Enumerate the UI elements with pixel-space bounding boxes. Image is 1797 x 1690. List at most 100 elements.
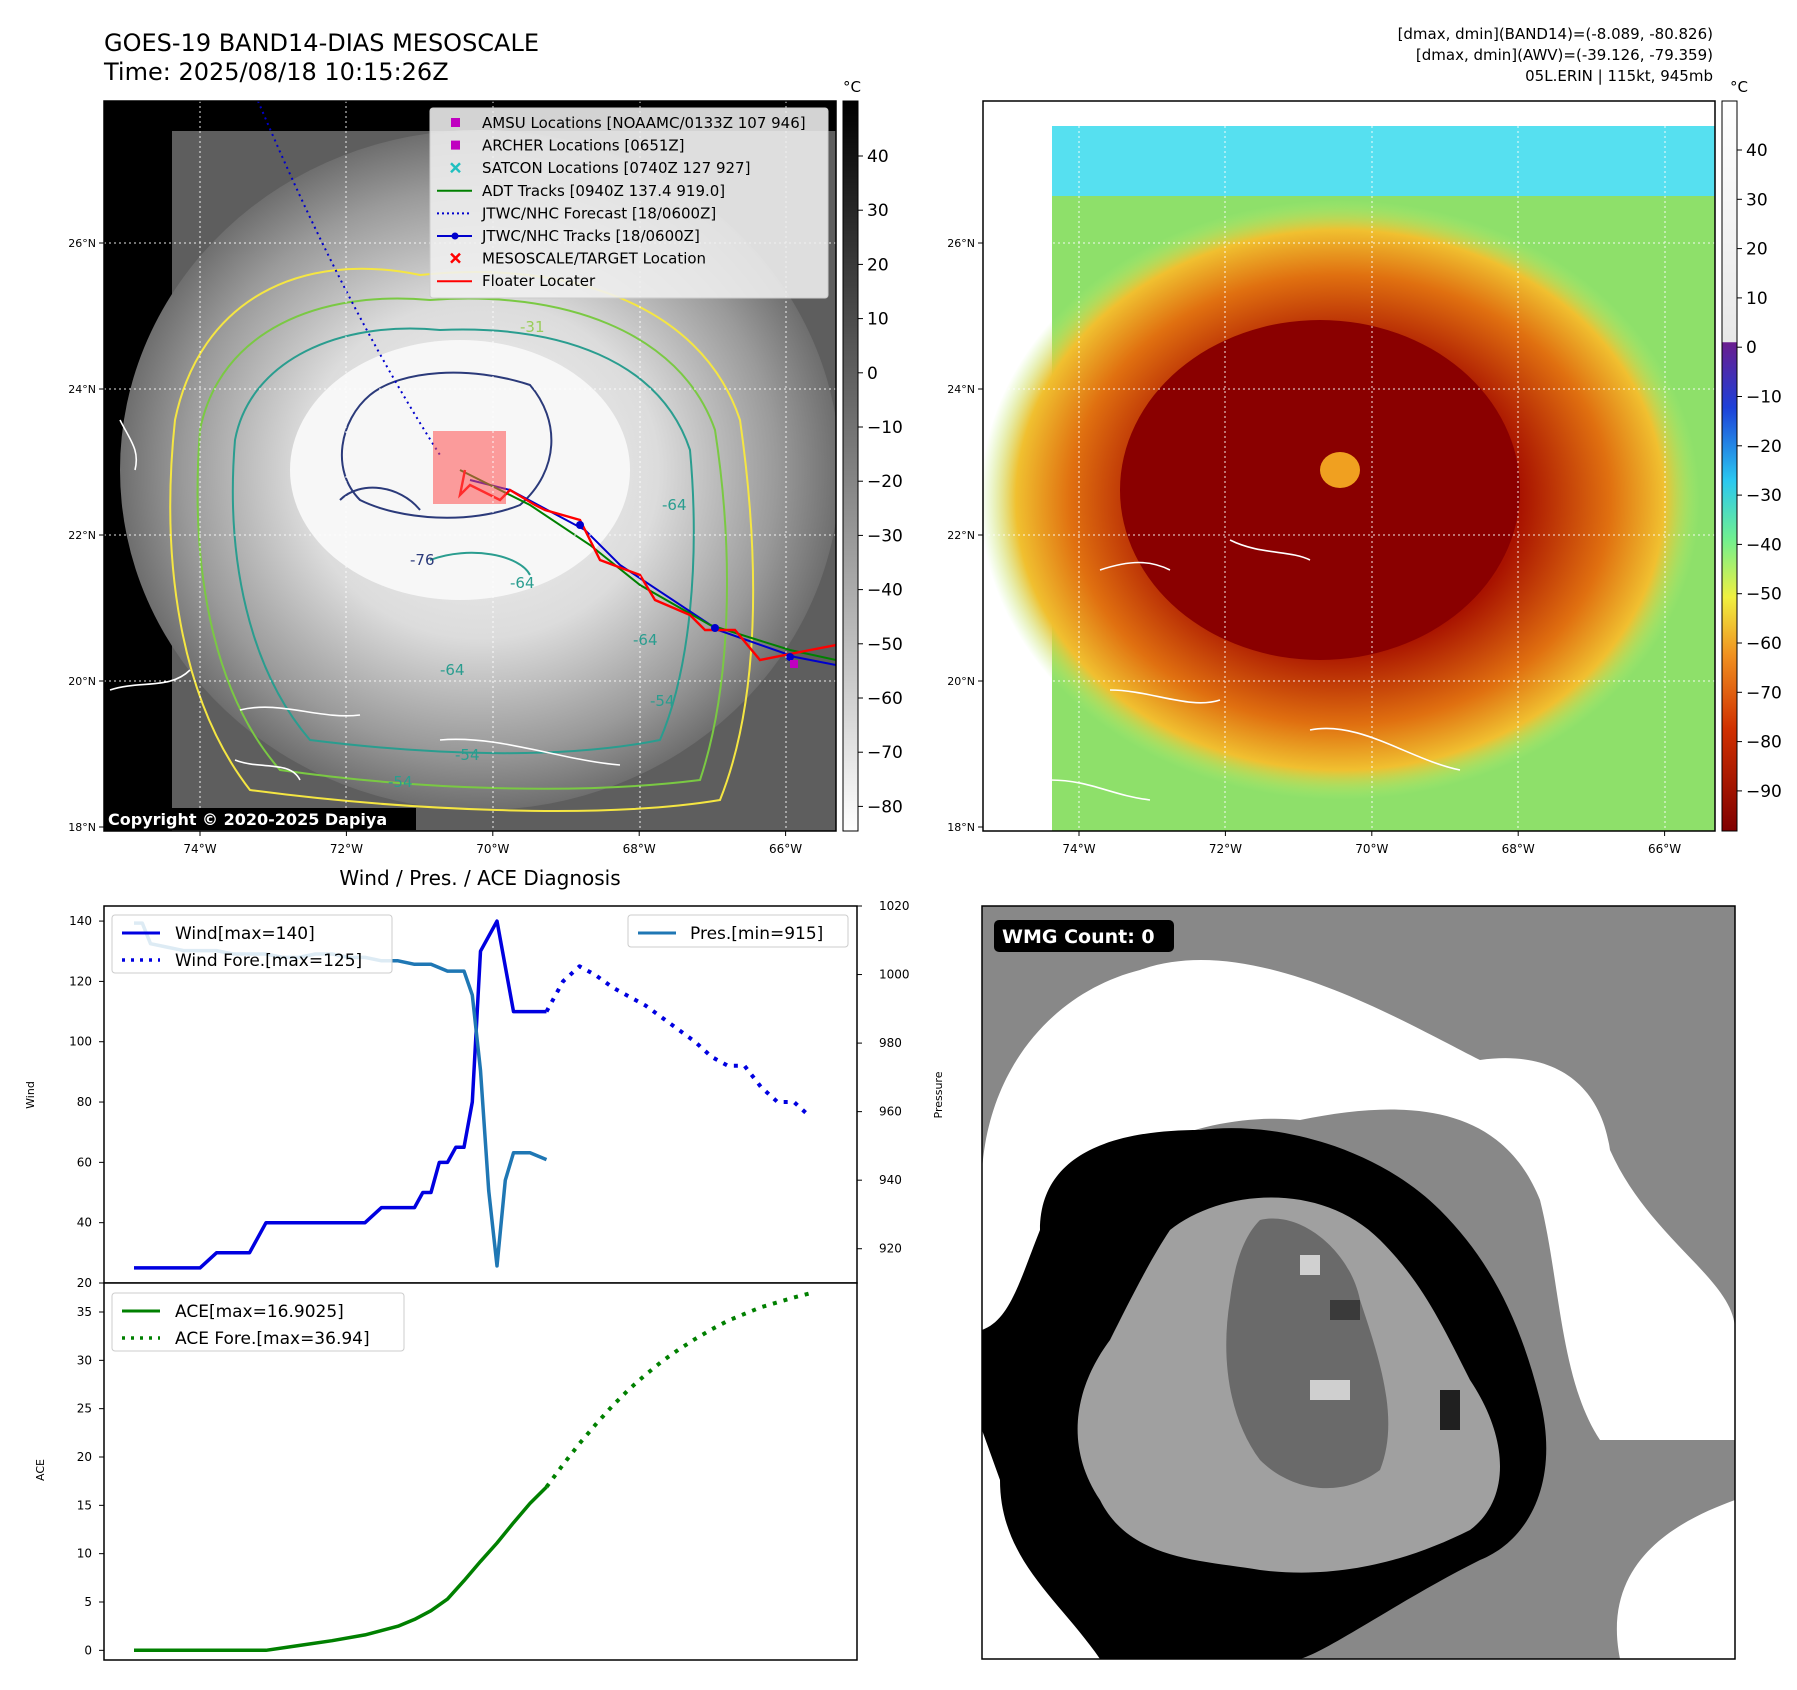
contour-label: -54 [650, 692, 675, 710]
lat-label: 18°N [68, 821, 96, 834]
page-title: GOES-19 BAND14-DIAS MESOSCALE [104, 29, 539, 57]
storm-info: 05L.ERIN | 115kt, 945mb [1525, 67, 1713, 85]
y-tick-label: 0 [84, 1643, 92, 1657]
awv-colorbar-unit: °C [1730, 78, 1748, 96]
diagnosis-title: Wind / Pres. / ACE Diagnosis [339, 866, 620, 890]
colorbar-tick-label: −90 [1746, 782, 1782, 802]
legend-entry: Floater Locater [482, 272, 596, 290]
contour-outer-yellow [169, 267, 755, 812]
lon-label: 68°W [623, 842, 656, 856]
awv-gridlines [983, 101, 1715, 831]
contour-label: -64 [440, 661, 465, 679]
colorbar-tick-label: 0 [1746, 338, 1757, 358]
colorbar-tick-label: −50 [1746, 585, 1782, 605]
legend-entry: SATCON Locations [0740Z 127 927] [482, 159, 750, 177]
wmg-count-badge: WMG Count: 0 [1002, 926, 1155, 948]
pressure-axis-label: Pressure [932, 1071, 945, 1118]
mesoscale-target-box [433, 431, 506, 504]
colorbar-tick-label: −70 [867, 743, 903, 763]
wmg-panel: WMG Count: 0 [981, 905, 1736, 1660]
legend-entry: MESOSCALE/TARGET Location [482, 250, 706, 268]
ir-map-panel: -31 -76 -64 -64 -64 -64 -54 -54 -54 AMSU… [103, 78, 903, 832]
lat-label: 22°N [68, 529, 96, 542]
legend-marker-dot [451, 232, 459, 240]
y2-tick-label: 1000 [879, 968, 910, 982]
legend-marker-square [451, 118, 460, 127]
colorbar-tick-label: 30 [867, 201, 889, 221]
contour-label: -76 [410, 551, 435, 569]
y-tick-label: 140 [69, 914, 92, 928]
colorbar-tick-label: −20 [1746, 437, 1782, 457]
ir-legend: AMSU Locations [NOAAMC/0133Z 107 946] ARC… [429, 107, 829, 299]
lon-label: 68°W [1502, 842, 1535, 856]
series-line-0 [134, 919, 547, 1270]
colorbar-tick-label: −30 [1746, 486, 1782, 506]
contour-label: -54 [455, 746, 480, 764]
colorbar-tick-label: −60 [867, 689, 903, 709]
contour-green [196, 297, 728, 790]
colorbar-tick-label: −40 [867, 581, 903, 601]
colorbar-tick-label: −80 [867, 797, 903, 817]
lon-label: 70°W [1355, 842, 1388, 856]
y2-tick-label: 920 [879, 1242, 902, 1256]
lat-label: 20°N [68, 675, 96, 688]
contour-label: -64 [510, 574, 535, 592]
colorbar-tick-label: 40 [1746, 141, 1768, 161]
contour-label: -64 [662, 496, 687, 514]
y-tick-label: 30 [77, 1353, 92, 1367]
wind-pressure-chart: 20 40 60 80 100 120 140 920 940 960 980 1000 1020 Wi… [24, 899, 945, 1290]
series-line-1 [544, 964, 812, 1119]
lat-label: 24°N [947, 383, 975, 396]
colorbar-tick-label: −10 [867, 418, 903, 438]
colorbar-tick-label: 0 [867, 364, 878, 384]
colorbar-tick-label: 20 [1746, 240, 1768, 260]
colorbar-tick-label: −50 [867, 635, 903, 655]
y-tick-label: 25 [77, 1402, 92, 1416]
coastline [109, 419, 621, 781]
lat-label: 20°N [947, 675, 975, 688]
colorbar-tick-label: −20 [867, 472, 903, 492]
y2-tick-label: 980 [879, 1036, 902, 1050]
contour-label: -31 [520, 318, 545, 336]
y-tick-label: 40 [77, 1216, 92, 1230]
lat-label: 24°N [68, 383, 96, 396]
legend-ace-forecast: ACE Fore.[max=36.94] [175, 1329, 370, 1349]
y-tick-label: 100 [69, 1035, 92, 1049]
y-tick-label: 20 [77, 1276, 92, 1290]
ace-chart: 0 5 10 15 20 25 30 35 ACE ACE[max=16.9025] ACE … [34, 1282, 858, 1661]
stats-awv: [dmax, dmin](AWV)=(-39.126, -79.359) [1416, 46, 1713, 64]
colorbar-tick-label: −80 [1746, 733, 1782, 753]
copyright-label: Copyright © 2020-2025 Dapiya [108, 810, 387, 829]
colorbar-tick-label: −40 [1746, 535, 1782, 555]
colorbar-tick-label: 20 [867, 255, 889, 275]
legend-marker-x [450, 252, 461, 264]
contour-inner-navy [340, 371, 553, 519]
contour-label: -64 [633, 631, 658, 649]
colorbar-tick-label: 10 [1746, 289, 1768, 309]
legend-marker-x [450, 162, 461, 174]
contour-teal [231, 327, 695, 755]
stats-band14: [dmax, dmin](BAND14)=(-8.089, -80.826) [1398, 25, 1713, 43]
y-tick-label: 80 [77, 1095, 92, 1109]
awv-colorbar [1721, 100, 1738, 832]
colorbar-tick-label: −10 [1746, 388, 1782, 408]
colorbar-tick-label: 10 [867, 310, 889, 330]
ir-colorbar-unit: °C [843, 78, 861, 96]
contour-label: -54 [388, 773, 413, 791]
y2-tick-label: 1020 [879, 899, 910, 913]
legend-pressure: Pres.[min=915] [690, 924, 823, 944]
lon-label: 70°W [476, 842, 509, 856]
lat-label: 26°N [68, 237, 96, 250]
lat-label: 22°N [947, 529, 975, 542]
lon-label: 72°W [330, 842, 363, 856]
series-line-0 [134, 1485, 548, 1653]
lon-label: 72°W [1209, 842, 1242, 856]
wind-axis-label: Wind [24, 1081, 37, 1109]
lat-label: 18°N [947, 821, 975, 834]
y-tick-label: 5 [84, 1595, 92, 1609]
ir-colorbar [842, 100, 859, 832]
lat-label: 26°N [947, 237, 975, 250]
legend-entry: ARCHER Locations [0651Z] [482, 137, 685, 155]
lon-label: 74°W [183, 842, 216, 856]
colorbar-tick-label: −30 [867, 526, 903, 546]
